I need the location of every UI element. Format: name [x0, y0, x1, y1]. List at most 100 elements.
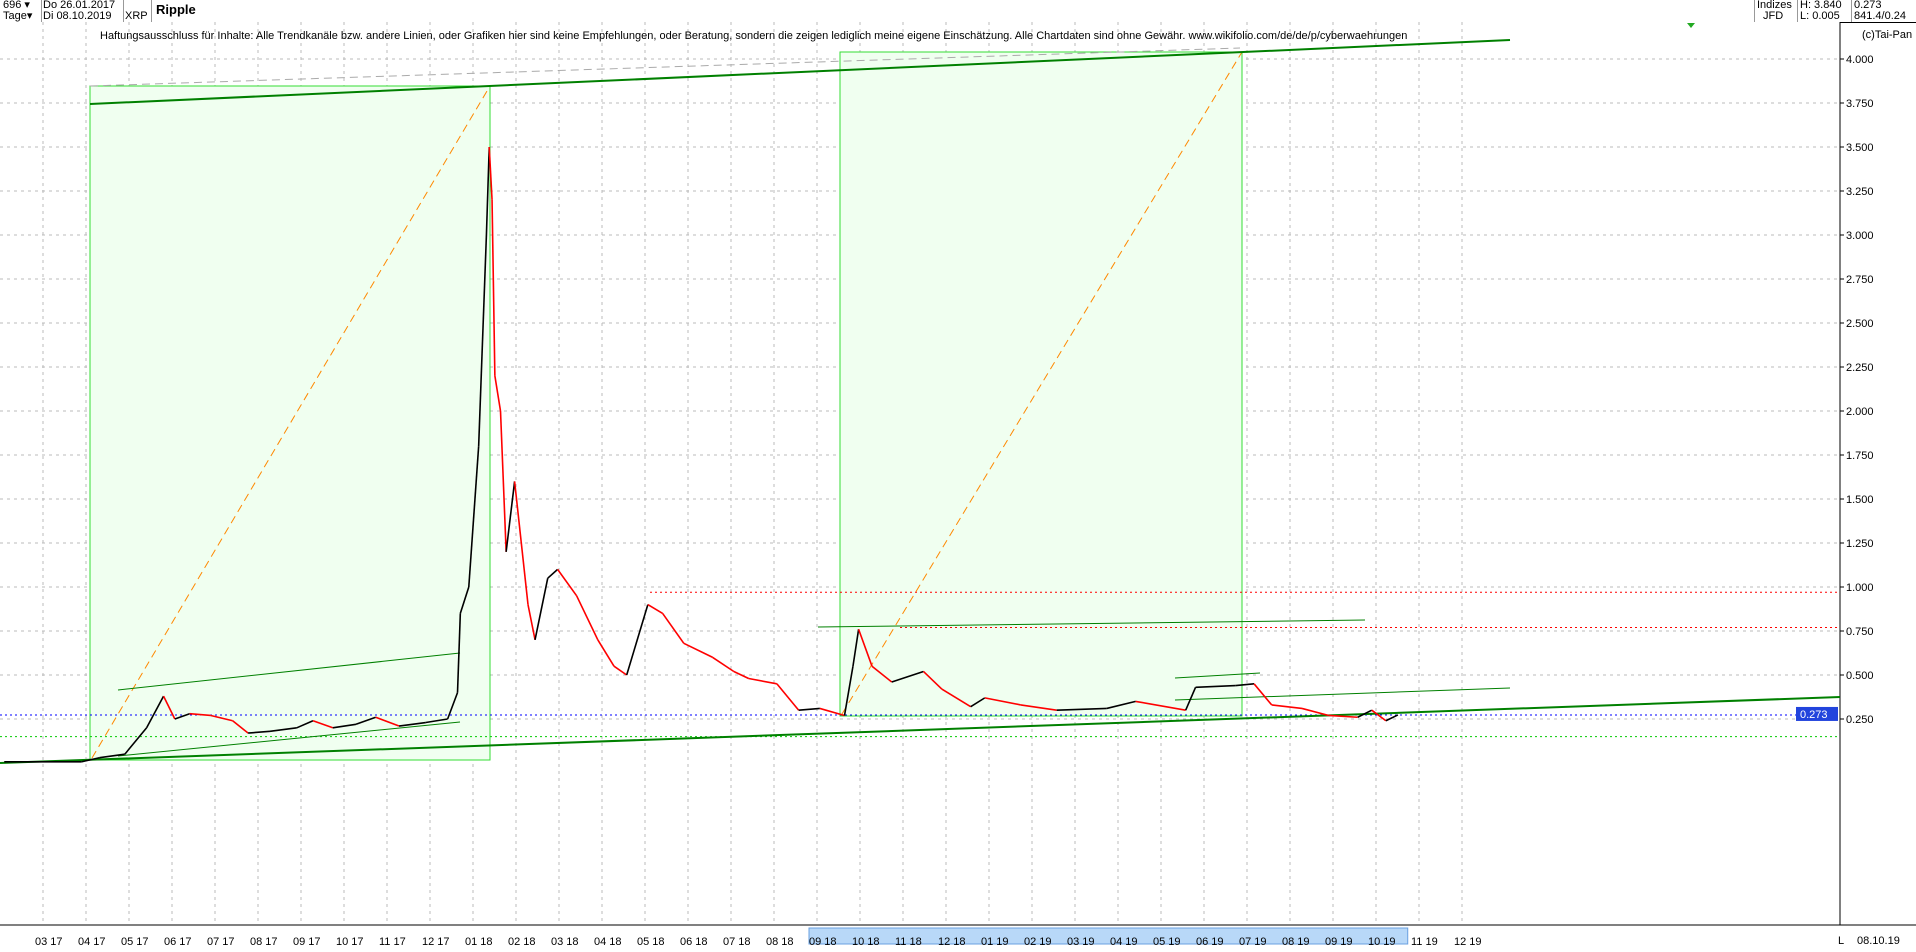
- x-tick-label: 04 19: [1110, 936, 1138, 948]
- price-segment: [852, 629, 860, 667]
- y-tick-label: 4.000: [1846, 54, 1874, 66]
- y-tick-label: 3.500: [1846, 142, 1874, 154]
- y-tick-label: 1.250: [1846, 538, 1874, 550]
- x-tick-label: 12 17: [422, 936, 450, 948]
- x-tick-label: 10 17: [336, 936, 364, 948]
- x-tick-label: 08 19: [1282, 936, 1310, 948]
- price-segment: [499, 410, 507, 552]
- price-segment: [467, 446, 480, 588]
- projection-line: [91, 85, 491, 759]
- trend-line: [117, 721, 461, 757]
- price-segment: [597, 639, 615, 667]
- x-tick-label: 12 19: [1454, 936, 1482, 948]
- x-tick-label: 11 19: [1411, 936, 1438, 948]
- price-segment: [425, 718, 448, 724]
- y-tick-label: 2.250: [1846, 362, 1874, 374]
- x-tick-label: 02 19: [1024, 936, 1052, 948]
- scale-mode-button[interactable]: L: [1838, 935, 1845, 947]
- date-from[interactable]: Do 26.01.2017: [43, 0, 116, 11]
- end-date: 08.10.19: [1857, 935, 1900, 947]
- price-segment: [712, 656, 735, 673]
- price-segment: [1301, 707, 1329, 717]
- trend-line-dashed: [89, 47, 1241, 87]
- price-segment: [776, 683, 800, 711]
- x-tick-label: 03 17: [35, 936, 63, 948]
- price-segment: [174, 712, 190, 720]
- symbol: XRP: [125, 10, 148, 22]
- price-segment: [748, 677, 777, 685]
- price-segment: [1385, 714, 1399, 722]
- price-segment: [296, 720, 314, 729]
- x-tick-label: 03 18: [551, 936, 579, 948]
- marker-triangle-icon: [1687, 23, 1695, 28]
- price-segment: [984, 697, 1021, 706]
- price-segment: [491, 199, 496, 376]
- price-segment: [891, 670, 924, 683]
- price-segment: [661, 612, 685, 644]
- disclaimer-text: Haftungsausschluss für Inhalte: Alle Tre…: [100, 30, 1408, 42]
- price-segment: [1195, 684, 1236, 689]
- price-segment: [1235, 683, 1255, 687]
- price-segment: [1357, 709, 1373, 718]
- x-tick-label: 12 18: [938, 936, 966, 948]
- group-label: Indizes: [1757, 0, 1792, 11]
- price-segment: [1253, 683, 1273, 706]
- price-segment: [922, 670, 943, 690]
- y-tick-label: 3.250: [1846, 186, 1874, 198]
- price-segment: [477, 234, 488, 447]
- price-segment: [941, 688, 972, 708]
- price-segment: [446, 692, 459, 720]
- price-segment: [819, 707, 845, 717]
- price-segment: [505, 481, 516, 552]
- x-tick-label: 07 18: [723, 936, 751, 948]
- trend-line: [117, 652, 461, 691]
- y-tick-label: 3.750: [1846, 98, 1874, 110]
- price-segment: [81, 756, 100, 763]
- price-segment: [1056, 707, 1107, 711]
- x-tick-label: 05 18: [637, 936, 665, 948]
- bars-select[interactable]: 696 ▾: [3, 0, 30, 11]
- x-tick-label: 10 19: [1368, 936, 1396, 948]
- x-tick-label: 01 19: [981, 936, 1009, 948]
- x-tick-label: 08 17: [250, 936, 278, 948]
- x-tick-label: 11 17: [379, 936, 406, 948]
- x-tick-label: 01 18: [465, 936, 493, 948]
- price-segment: [513, 481, 529, 605]
- visible-range-highlight: [808, 927, 1409, 945]
- x-tick-label: 08 18: [766, 936, 794, 948]
- low-value: L: 0.005: [1800, 10, 1840, 22]
- price-segment: [232, 720, 249, 734]
- price-segment: [124, 727, 148, 755]
- price-segment: [1135, 700, 1186, 711]
- date-to[interactable]: Di 08.10.2019: [43, 10, 112, 22]
- price-segment: [613, 665, 628, 676]
- high-value: H: 3.840: [1800, 0, 1842, 11]
- price-segment: [1020, 704, 1057, 711]
- x-tick-label: 05 17: [121, 936, 149, 948]
- price-segment: [843, 666, 854, 716]
- x-tick-label: 04 17: [78, 936, 106, 948]
- bars-value: 696: [3, 0, 22, 11]
- extra-value: 841.4/0.24: [1854, 10, 1906, 22]
- price-segment: [647, 603, 664, 615]
- source-label: JFD: [1763, 10, 1784, 22]
- x-tick-label: 03 19: [1067, 936, 1095, 948]
- price-segment: [970, 697, 986, 708]
- x-tick-label: 07 19: [1239, 936, 1267, 948]
- price-segment: [1371, 709, 1387, 722]
- x-tick-label: 11 18: [895, 936, 922, 948]
- price-segment: [456, 613, 462, 693]
- y-tick-label: 2.500: [1846, 318, 1874, 330]
- period-select[interactable]: Tage▾: [3, 10, 33, 22]
- y-tick-label: 0.500: [1846, 670, 1874, 682]
- price-segment: [556, 568, 578, 597]
- price-segment: [1271, 704, 1303, 710]
- x-tick-label: 05 19: [1153, 936, 1181, 948]
- price-segment: [145, 695, 165, 729]
- y-tick-label: 1.500: [1846, 494, 1874, 506]
- y-tick-label: 2.750: [1846, 274, 1874, 286]
- price-segment: [494, 375, 502, 412]
- price-segment: [355, 716, 377, 726]
- x-tick-label: 06 19: [1196, 936, 1224, 948]
